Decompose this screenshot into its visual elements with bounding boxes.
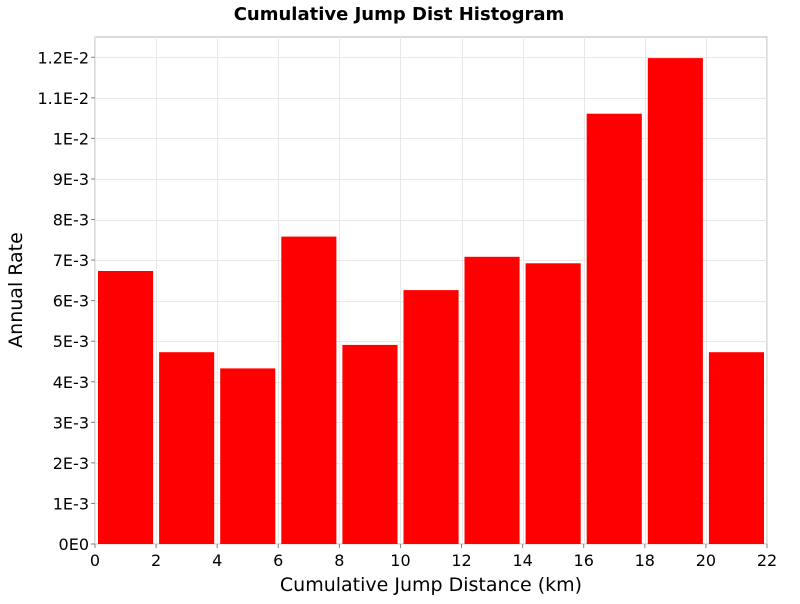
y-tick-label: 1.2E-2 [37,48,89,67]
y-tick-label: 6E-3 [53,292,89,311]
y-tick-label: 1E-2 [53,129,89,148]
y-tick-label: 8E-3 [53,211,89,230]
histogram-bar [708,352,764,544]
y-axis-label: Annual Rate [5,232,27,348]
histogram-bar [464,256,520,544]
histogram-bar [342,344,398,544]
x-tick-label: 8 [334,551,344,570]
y-tick-label: 9E-3 [53,170,89,189]
x-axis-ticks: 0 2 4 6 8 10 12 14 16 18 20 22 [90,544,777,570]
y-tick-label: 2E-3 [53,454,89,473]
x-tick-label: 6 [273,551,283,570]
histogram-bar [647,58,703,544]
x-tick-label: 0 [90,551,100,570]
histogram-bar [586,113,642,544]
y-tick-label: 4E-3 [53,373,89,392]
x-tick-label: 12 [451,551,471,570]
histogram-bar [403,290,459,544]
histogram-bar [281,236,337,544]
x-axis-label: Cumulative Jump Distance (km) [280,574,582,596]
x-tick-label: 4 [212,551,222,570]
x-tick-label: 2 [151,551,161,570]
x-tick-label: 22 [757,551,777,570]
histogram-bar [220,368,276,544]
y-tick-label: 1.1E-2 [37,89,89,108]
y-tick-label: 7E-3 [53,251,89,270]
x-tick-label: 18 [635,551,655,570]
histogram-bar [525,263,581,544]
histogram-bar [159,352,215,544]
x-tick-label: 14 [512,551,532,570]
y-axis-ticks: 0E0 1E-3 2E-3 3E-3 4E-3 5E-3 6E-3 7E-3 8E-3 9E-3 1… [37,48,95,554]
x-tick-label: 20 [696,551,716,570]
x-tick-label: 10 [390,551,410,570]
y-tick-label: 0E0 [59,535,89,554]
x-tick-label: 16 [574,551,594,570]
y-tick-label: 3E-3 [53,413,89,432]
chart-title: Cumulative Jump Dist Histogram [234,4,565,25]
y-tick-label: 1E-3 [53,494,89,513]
y-tick-label: 5E-3 [53,332,89,351]
histogram-bar [98,271,154,544]
bars [98,58,764,544]
